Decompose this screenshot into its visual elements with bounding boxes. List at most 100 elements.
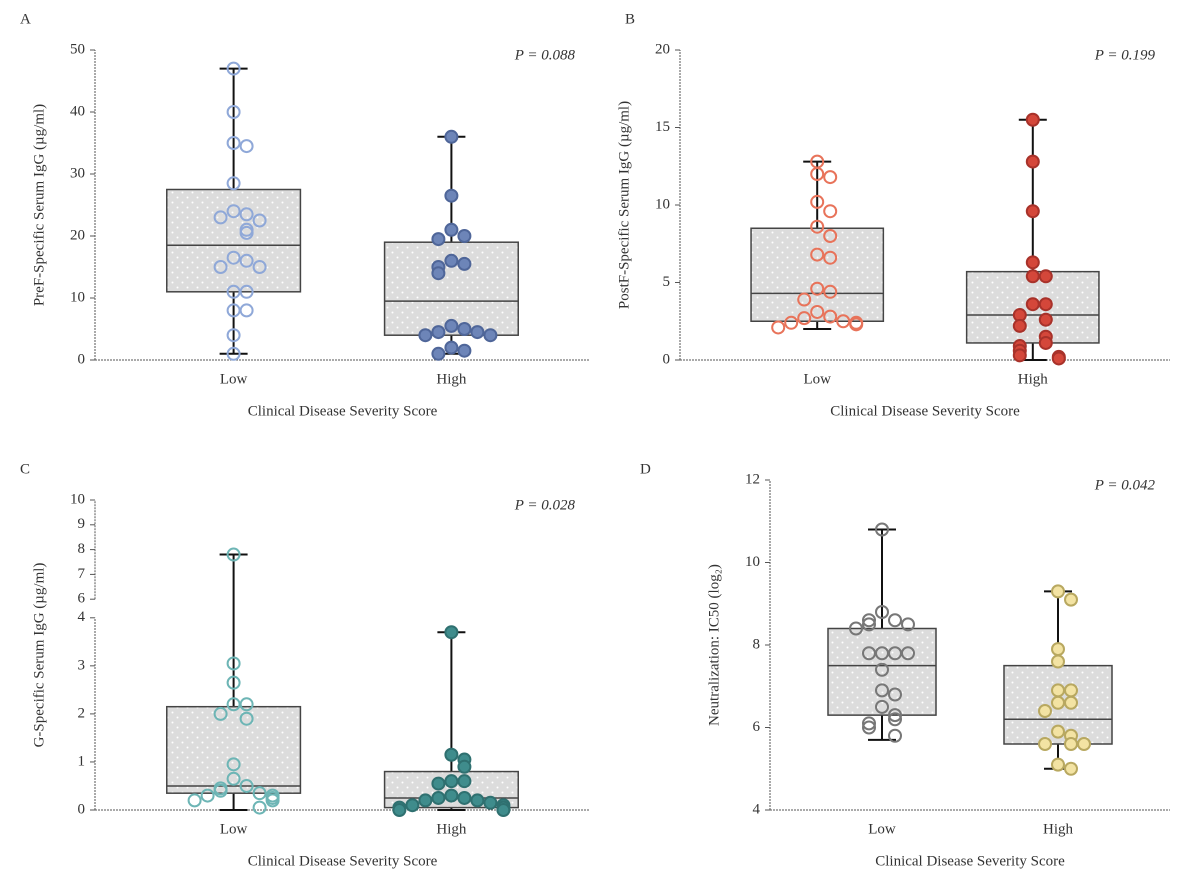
data-point (1038, 335, 1053, 350)
data-point (252, 800, 267, 815)
data-point (239, 139, 254, 154)
data-point (252, 786, 267, 801)
annotation: P = 0.199 (1094, 47, 1156, 63)
data-point (431, 266, 446, 281)
data-point (483, 795, 498, 810)
data-point (875, 683, 889, 698)
x-tick-label: Low (220, 821, 248, 837)
data-point (431, 790, 446, 805)
box (166, 188, 302, 293)
y-tick-label: 20 (70, 227, 85, 243)
data-point (1012, 318, 1027, 333)
data-point (239, 711, 254, 726)
data-point (901, 646, 915, 661)
y-tick-label: 15 (655, 119, 670, 135)
data-point (431, 346, 446, 361)
data-point (444, 340, 459, 355)
data-point (418, 328, 433, 343)
panel-label: D (640, 461, 651, 477)
data-point (1051, 654, 1065, 669)
annotation: P = 0.042 (1094, 477, 1156, 493)
data-point (496, 803, 511, 817)
data-point (226, 250, 241, 265)
data-point (1051, 584, 1065, 599)
y-tick-label: 9 (78, 516, 86, 532)
data-point (1038, 737, 1052, 751)
data-point (1038, 704, 1052, 718)
data-point (1077, 737, 1091, 751)
data-point (823, 250, 838, 265)
data-point (888, 687, 902, 702)
y-tick-label: 7 (78, 566, 86, 582)
data-point (1051, 683, 1065, 698)
y-axis-title: G-Specific Serum IgG (µg/ml) (31, 563, 47, 748)
data-point (252, 213, 267, 228)
data-point (187, 793, 202, 808)
data-point (457, 322, 472, 336)
y-tick-label: 3 (78, 657, 86, 673)
y-axis-title: Neutralization: IC50 (log₂) (706, 564, 722, 726)
data-point (1051, 351, 1066, 366)
data-point (431, 232, 446, 247)
x-axis-title: Clinical Disease Severity Score (875, 853, 1065, 869)
data-point (444, 318, 459, 333)
data-point (226, 105, 241, 119)
panel-label: B (625, 11, 635, 27)
x-tick-label: High (1043, 821, 1074, 837)
data-point (418, 793, 433, 808)
data-point (875, 522, 889, 537)
data-point (862, 646, 876, 661)
y-tick-label: 4 (78, 609, 86, 625)
data-point (265, 793, 280, 808)
data-point (226, 675, 241, 690)
data-point (1025, 112, 1040, 127)
data-point (823, 309, 838, 324)
data-point (444, 129, 459, 144)
data-point (213, 260, 228, 274)
data-point (252, 260, 267, 274)
data-point (226, 656, 241, 671)
data-point (239, 207, 254, 222)
data-point (1025, 297, 1040, 312)
data-point (888, 712, 902, 727)
data-point (1012, 348, 1027, 363)
data-point (797, 292, 812, 307)
y-tick-label: 6 (753, 719, 761, 735)
x-tick-label: Low (220, 371, 248, 387)
y-tick-label: 10 (70, 491, 85, 507)
data-point (1051, 695, 1065, 710)
data-point (470, 793, 485, 808)
data-point (810, 167, 825, 181)
data-point (1064, 592, 1078, 607)
data-point (1064, 737, 1078, 751)
data-point (875, 699, 889, 714)
data-point (875, 662, 889, 677)
y-tick-label: 5 (663, 274, 671, 290)
y-tick-label: 10 (745, 554, 760, 570)
data-point (226, 328, 241, 343)
x-tick-label: High (1018, 371, 1049, 387)
data-point (1025, 154, 1040, 169)
data-point (1038, 269, 1053, 284)
data-point (810, 304, 825, 319)
data-point (457, 759, 472, 774)
x-tick-label: High (436, 371, 467, 387)
y-tick-label: 4 (753, 801, 761, 817)
data-point (849, 621, 863, 636)
data-point (784, 315, 799, 330)
data-point (226, 771, 241, 786)
data-point (444, 788, 459, 803)
data-point (444, 253, 459, 268)
data-point (771, 320, 786, 335)
data-point (823, 284, 838, 299)
y-tick-label: 8 (78, 541, 86, 557)
data-point (226, 346, 241, 361)
data-point (457, 790, 472, 805)
data-point (849, 317, 864, 332)
data-point (1064, 761, 1078, 776)
box (750, 227, 885, 322)
y-tick-label: 0 (78, 351, 86, 367)
data-point (1051, 757, 1065, 772)
data-point (888, 613, 902, 628)
